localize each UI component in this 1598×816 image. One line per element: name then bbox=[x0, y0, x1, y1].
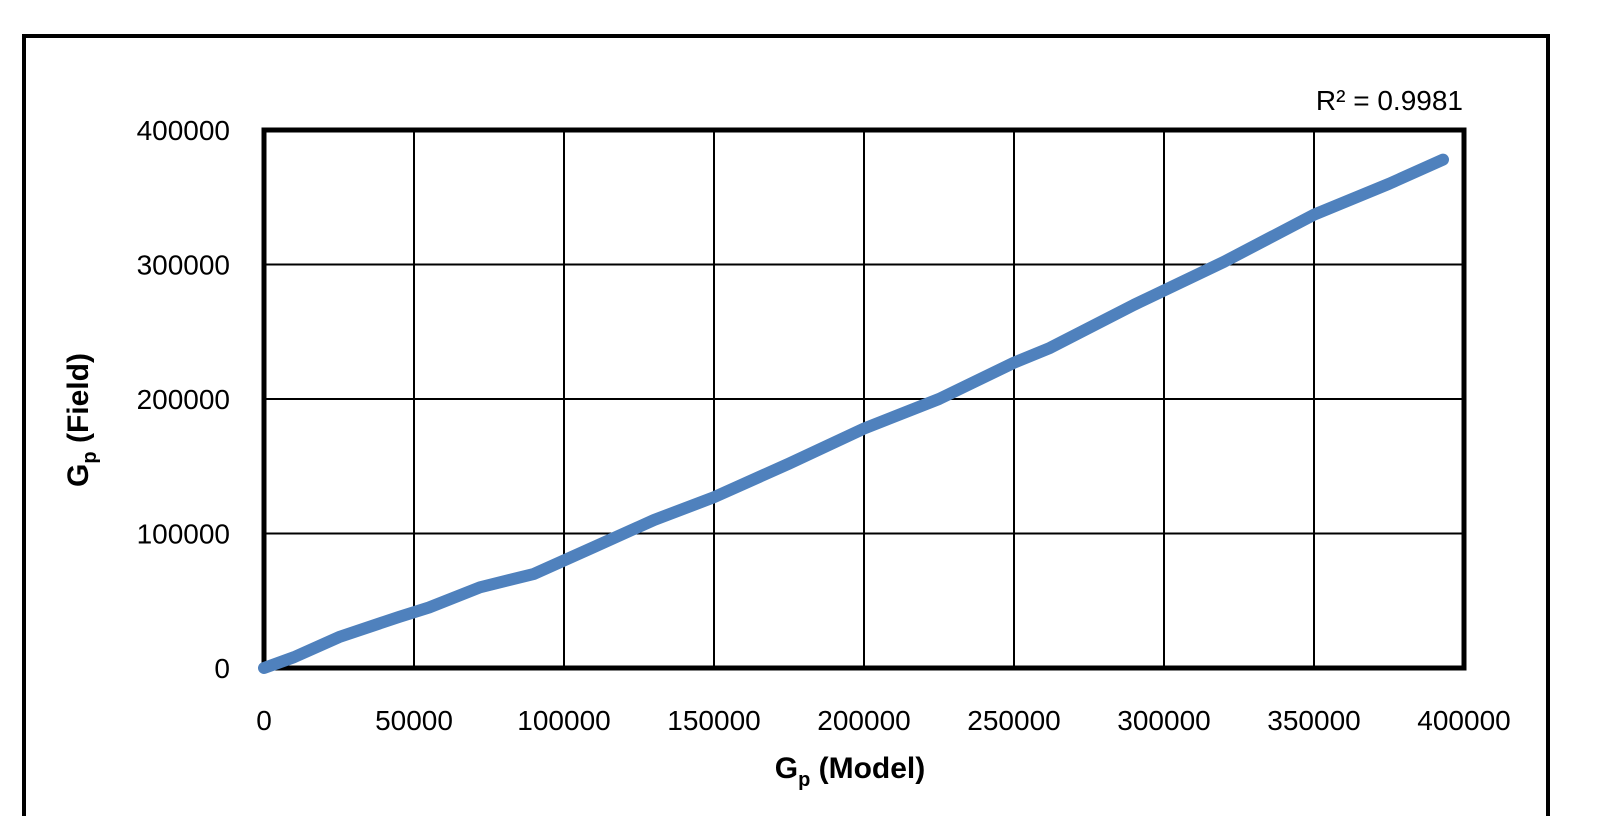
y-tick-label: 300000 bbox=[137, 250, 230, 281]
plot-area-border bbox=[261, 127, 1467, 671]
y-tick-label: 200000 bbox=[137, 384, 230, 415]
x-axis-tick-labels: 0 50000 100000 150000 200000 250000 300000 3500… bbox=[256, 705, 1511, 736]
x-tick-label: 0 bbox=[256, 705, 272, 736]
x-tick-label: 350000 bbox=[1267, 705, 1360, 736]
y-tick-label: 400000 bbox=[137, 115, 230, 146]
y-tick-label: 0 bbox=[214, 653, 230, 684]
y-tick-label: 100000 bbox=[137, 519, 230, 550]
x-tick-label: 200000 bbox=[817, 705, 910, 736]
y-axis-title: Gp (Field) bbox=[62, 353, 101, 487]
x-axis-title: Gp (Model) bbox=[775, 752, 926, 791]
series-line bbox=[258, 153, 1449, 674]
x-tick-label: 100000 bbox=[517, 705, 610, 736]
x-tick-label: 300000 bbox=[1117, 705, 1210, 736]
x-tick-label: 150000 bbox=[667, 705, 760, 736]
series-layer bbox=[258, 153, 1449, 674]
y-axis-tick-labels: 0 100000 200000 300000 400000 bbox=[137, 115, 230, 684]
chart-outer-frame bbox=[22, 34, 1550, 816]
r-squared-annotation: R² = 0.9981 bbox=[1316, 85, 1463, 116]
x-tick-label: 400000 bbox=[1417, 705, 1510, 736]
x-tick-label: 250000 bbox=[967, 705, 1060, 736]
x-tick-label: 50000 bbox=[375, 705, 453, 736]
